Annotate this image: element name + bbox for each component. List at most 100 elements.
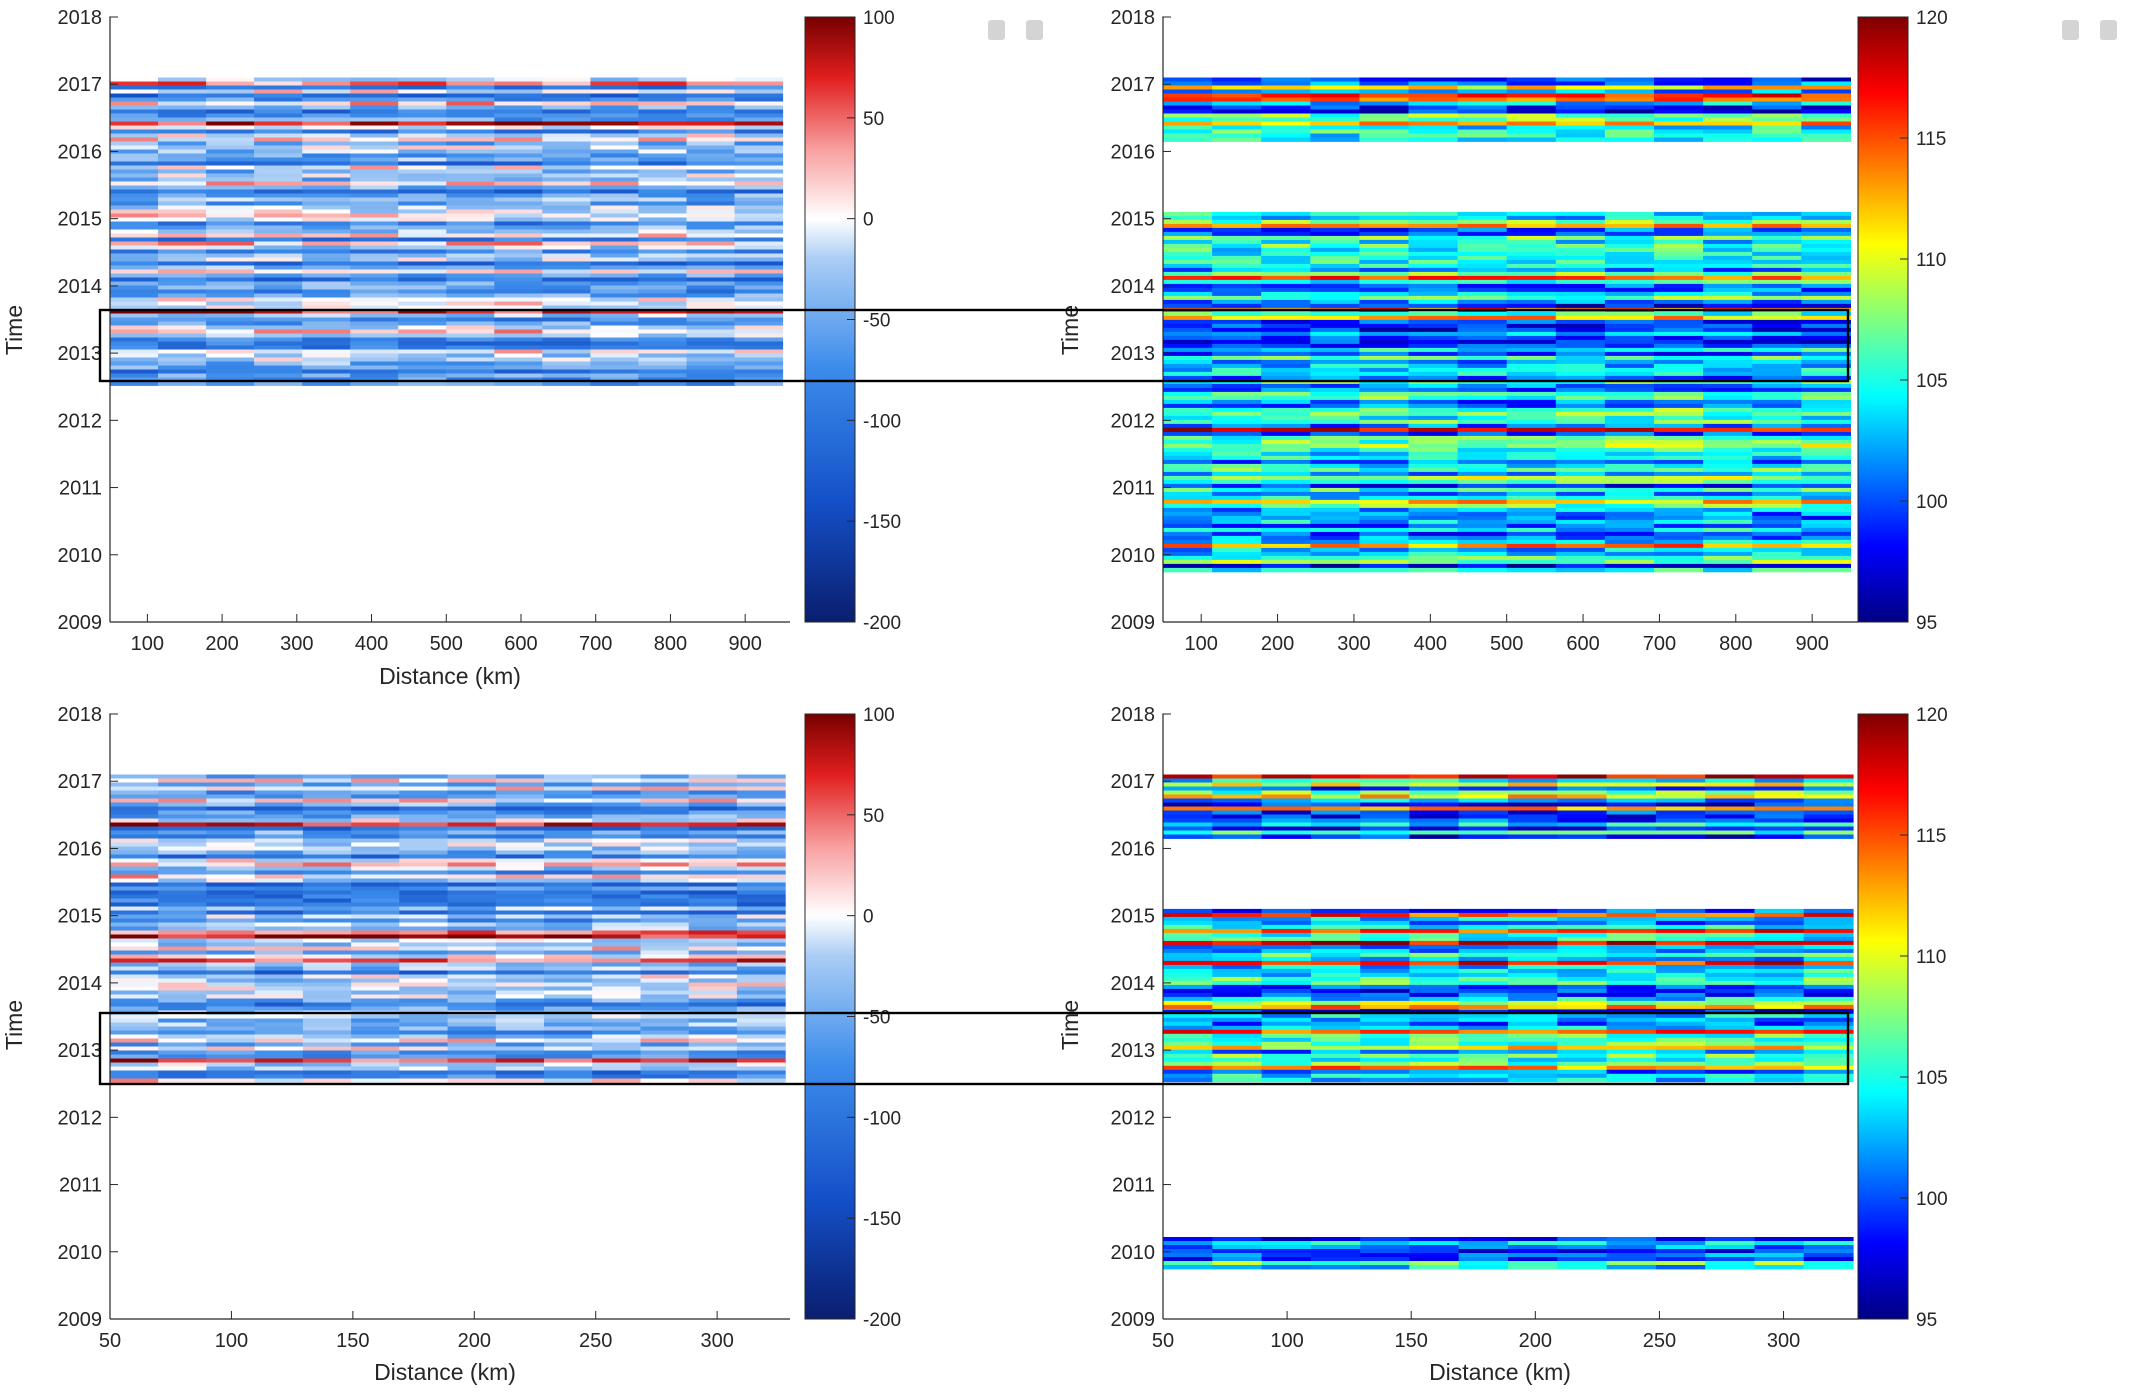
heatmap-cell	[206, 241, 255, 246]
heatmap-cell	[1310, 531, 1360, 537]
heatmap-cell	[1555, 223, 1606, 229]
heatmap-cell	[1801, 267, 1851, 273]
heatmap-cell	[1506, 455, 1557, 461]
maximize-button[interactable]	[1026, 20, 1043, 40]
heatmap-cell	[1654, 267, 1704, 273]
heatmap-cell	[542, 193, 591, 198]
heatmap-cell	[254, 886, 304, 891]
heatmap-cell	[1752, 77, 1802, 82]
heatmap-cell	[1212, 97, 1262, 102]
heatmap-cell	[494, 269, 543, 274]
heatmap-cell	[1703, 407, 1753, 413]
heatmap-cell	[206, 253, 255, 258]
heatmap-cell	[158, 269, 207, 274]
heatmap-cell	[638, 305, 687, 310]
heatmap-cell	[1310, 467, 1360, 473]
heatmap-cell	[495, 1070, 545, 1075]
heatmap-cell	[1310, 97, 1360, 102]
heatmap-cell	[638, 233, 687, 238]
heatmap-cell	[1163, 952, 1213, 958]
heatmap-cell	[1310, 299, 1360, 305]
heatmap-cell	[1457, 471, 1508, 477]
heatmap-cell	[688, 1074, 738, 1079]
heatmap-cell	[1606, 814, 1657, 819]
heatmap-cell	[734, 381, 784, 386]
heatmap-cell	[1360, 1061, 1411, 1067]
heatmap-cell	[254, 1058, 304, 1063]
close-button[interactable]	[2100, 20, 2117, 40]
heatmap-cell	[206, 958, 256, 963]
heatmap-cell	[736, 794, 786, 799]
heatmap-cell	[1506, 547, 1557, 553]
heatmap-cell	[1163, 1053, 1213, 1059]
heatmap-cell	[1506, 399, 1557, 405]
heatmap-cell	[1754, 790, 1805, 795]
heatmap-cell	[1703, 351, 1753, 357]
heatmap-cell	[1801, 271, 1851, 277]
heatmap-cell	[1752, 487, 1802, 493]
heatmap-cell	[1163, 359, 1213, 365]
heatmap-cell	[350, 177, 399, 182]
heatmap-cell	[1705, 1021, 1756, 1027]
heatmap-cell	[254, 189, 303, 194]
x-tick-label: 500	[430, 633, 463, 655]
heatmap-cell	[1506, 487, 1557, 493]
heatmap-cell	[1654, 211, 1704, 217]
heatmap-cell	[1754, 1069, 1805, 1075]
heatmap-cell	[1310, 223, 1360, 229]
heatmap-cell	[1754, 956, 1805, 962]
heatmap-cell	[1703, 315, 1753, 321]
heatmap-cell	[688, 970, 738, 975]
minimize-button[interactable]	[988, 20, 1005, 40]
heatmap-cell	[1752, 519, 1802, 525]
heatmap-cell	[1408, 507, 1459, 513]
heatmap-cell	[350, 173, 399, 178]
heatmap-cell	[638, 269, 687, 274]
heatmap-cell	[1604, 227, 1655, 233]
heatmap-cell	[590, 81, 639, 86]
heatmap-cell	[1359, 77, 1410, 82]
heatmap-cell	[1310, 395, 1360, 401]
heatmap-cell	[1457, 319, 1508, 325]
x-tick-label: 800	[1719, 633, 1752, 655]
heatmap-cell	[1654, 411, 1704, 417]
heatmap-cell	[398, 209, 447, 214]
heatmap-cell	[1752, 427, 1802, 433]
heatmap-cell	[688, 846, 738, 851]
heatmap-cell	[542, 145, 591, 150]
heatmap-cell	[447, 830, 497, 835]
heatmap-cell	[1604, 101, 1655, 106]
heatmap-cell	[1458, 992, 1509, 998]
heatmap-cell	[1359, 543, 1410, 549]
heatmap-cell	[1752, 435, 1802, 441]
heatmap-cell	[1310, 1021, 1361, 1027]
heatmap-cell	[494, 289, 543, 294]
heatmap-cell	[254, 101, 303, 106]
heatmap-cell	[495, 966, 545, 971]
heatmap-cell	[638, 161, 687, 166]
restore-button[interactable]	[2062, 20, 2079, 40]
heatmap-cell	[158, 838, 207, 843]
heatmap-cell	[206, 830, 256, 835]
heatmap-cell	[254, 113, 303, 118]
heatmap-cell	[158, 285, 207, 290]
heatmap-cell	[495, 942, 545, 947]
heatmap-cell	[398, 97, 447, 102]
heatmap-cell	[495, 862, 545, 867]
heatmap-cell	[1703, 137, 1753, 142]
heatmap-cell	[1705, 786, 1756, 791]
heatmap-cell	[110, 886, 159, 891]
heatmap-cell	[1506, 479, 1557, 485]
heatmap-cell	[592, 970, 641, 975]
heatmap-cell	[1457, 503, 1508, 509]
heatmap-cell	[494, 149, 543, 154]
heatmap-cell	[1163, 335, 1213, 341]
heatmap-cell	[1555, 81, 1606, 86]
heatmap-cell	[302, 842, 352, 847]
heatmap-cell	[1163, 814, 1213, 819]
heatmap-cell	[254, 165, 303, 170]
heatmap-cell	[1310, 507, 1360, 513]
heatmap-cell	[302, 265, 351, 270]
heatmap-cell	[592, 1034, 641, 1039]
heatmap-cell	[206, 313, 255, 318]
